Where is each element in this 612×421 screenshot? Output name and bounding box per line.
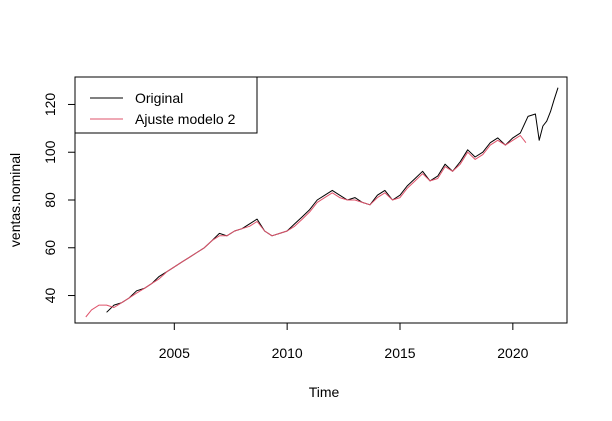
legend: Original Ajuste modelo 2 <box>74 76 258 134</box>
legend-box <box>74 76 258 134</box>
y-tick-label: 100 <box>42 140 58 164</box>
x-tick-label: 2015 <box>384 345 415 361</box>
x-tick-label: 2005 <box>159 345 190 361</box>
y-tick-label: 120 <box>42 93 58 117</box>
y-tick-label: 80 <box>42 192 58 208</box>
y-tick-label: 60 <box>42 240 58 256</box>
y-axis: 40 60 80 100 120 <box>42 93 75 304</box>
series-layer <box>85 87 559 318</box>
legend-label-original: Original <box>135 90 183 106</box>
y-axis-label: ventas.nominal <box>7 153 23 247</box>
x-axis: 2005 2010 2015 2020 <box>159 323 529 361</box>
series-line-ajuste <box>85 135 527 318</box>
legend-label-ajuste: Ajuste modelo 2 <box>135 111 236 127</box>
x-tick-label: 2010 <box>272 345 303 361</box>
x-tick-label: 2020 <box>497 345 528 361</box>
y-tick-label: 40 <box>42 288 58 304</box>
x-axis-label: Time <box>309 384 340 400</box>
